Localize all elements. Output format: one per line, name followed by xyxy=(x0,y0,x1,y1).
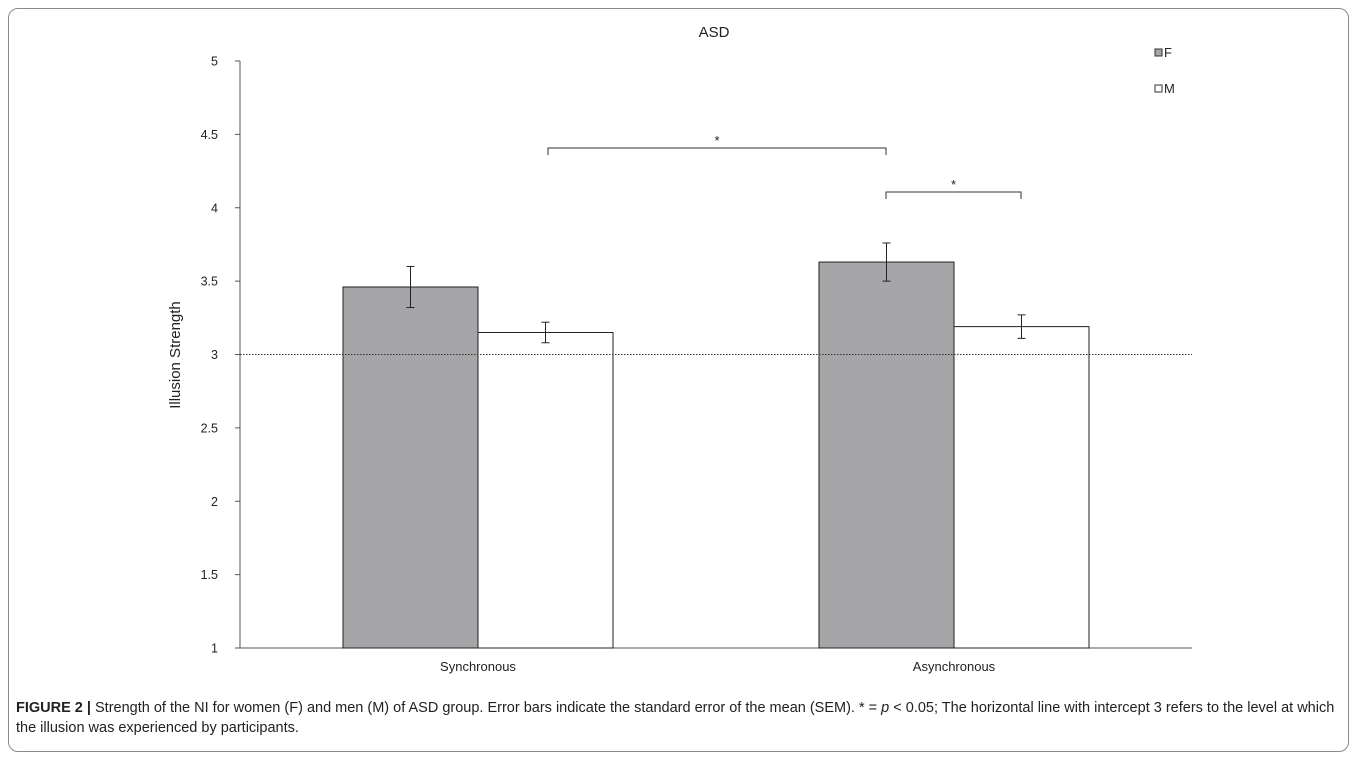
y-tick-label: 3 xyxy=(211,348,218,362)
y-axis-ticks: 1 1.5 2 2.5 3 3.5 4 4.5 5 Synchronous Asynchronous xyxy=(201,55,1192,674)
chart-title: ASD xyxy=(699,24,730,41)
significance-label: * xyxy=(714,133,719,148)
y-tick-label: 2 xyxy=(211,495,218,509)
legend: FM xyxy=(1154,45,1175,96)
y-axis-label: Illusion Strength xyxy=(167,301,184,409)
figure-frame xyxy=(8,8,1349,752)
legend-label-F: F xyxy=(1164,45,1172,60)
y-tick-label: 1 xyxy=(211,642,218,656)
x-tick-label: Synchronous xyxy=(440,659,516,674)
y-tick-label: 4 xyxy=(211,201,218,215)
significance-bracket xyxy=(547,147,887,155)
figure-caption: FIGURE 2 | Strength of the NI for women … xyxy=(16,698,1338,738)
caption-text-part1: Strength of the NI for women (F) and men… xyxy=(90,700,882,716)
caption-label: FIGURE 2 | xyxy=(16,700,91,716)
caption-text-part2: < 0.05; The horizontal line with interce… xyxy=(16,700,1335,736)
y-tick-label: 1.5 xyxy=(201,568,218,582)
y-tick-label: 5 xyxy=(211,55,218,69)
x-tick-label: Asynchronous xyxy=(913,659,996,674)
bars xyxy=(342,242,1090,649)
bar-M-Asynchronous xyxy=(953,326,1090,649)
legend-label-M: M xyxy=(1164,81,1175,96)
caption-p-symbol: p xyxy=(881,700,890,716)
legend-swatch-M xyxy=(1154,84,1163,93)
bar-F-Asynchronous xyxy=(818,261,955,649)
chart: ASD Illusion Strength 1 1.5 2 2.5 3 3.5 4 4.5 5 S… xyxy=(167,24,1192,674)
y-tick-label: 2.5 xyxy=(201,421,218,435)
significance-bracket xyxy=(885,191,1022,199)
legend-swatch-F xyxy=(1154,48,1163,57)
bar-M-Synchronous xyxy=(477,331,614,649)
annotations: ** xyxy=(240,133,1192,355)
y-tick-label: 3.5 xyxy=(201,275,218,289)
bar-F-Synchronous xyxy=(342,286,479,649)
significance-label: * xyxy=(951,177,956,192)
y-tick-label: 4.5 xyxy=(201,128,218,142)
